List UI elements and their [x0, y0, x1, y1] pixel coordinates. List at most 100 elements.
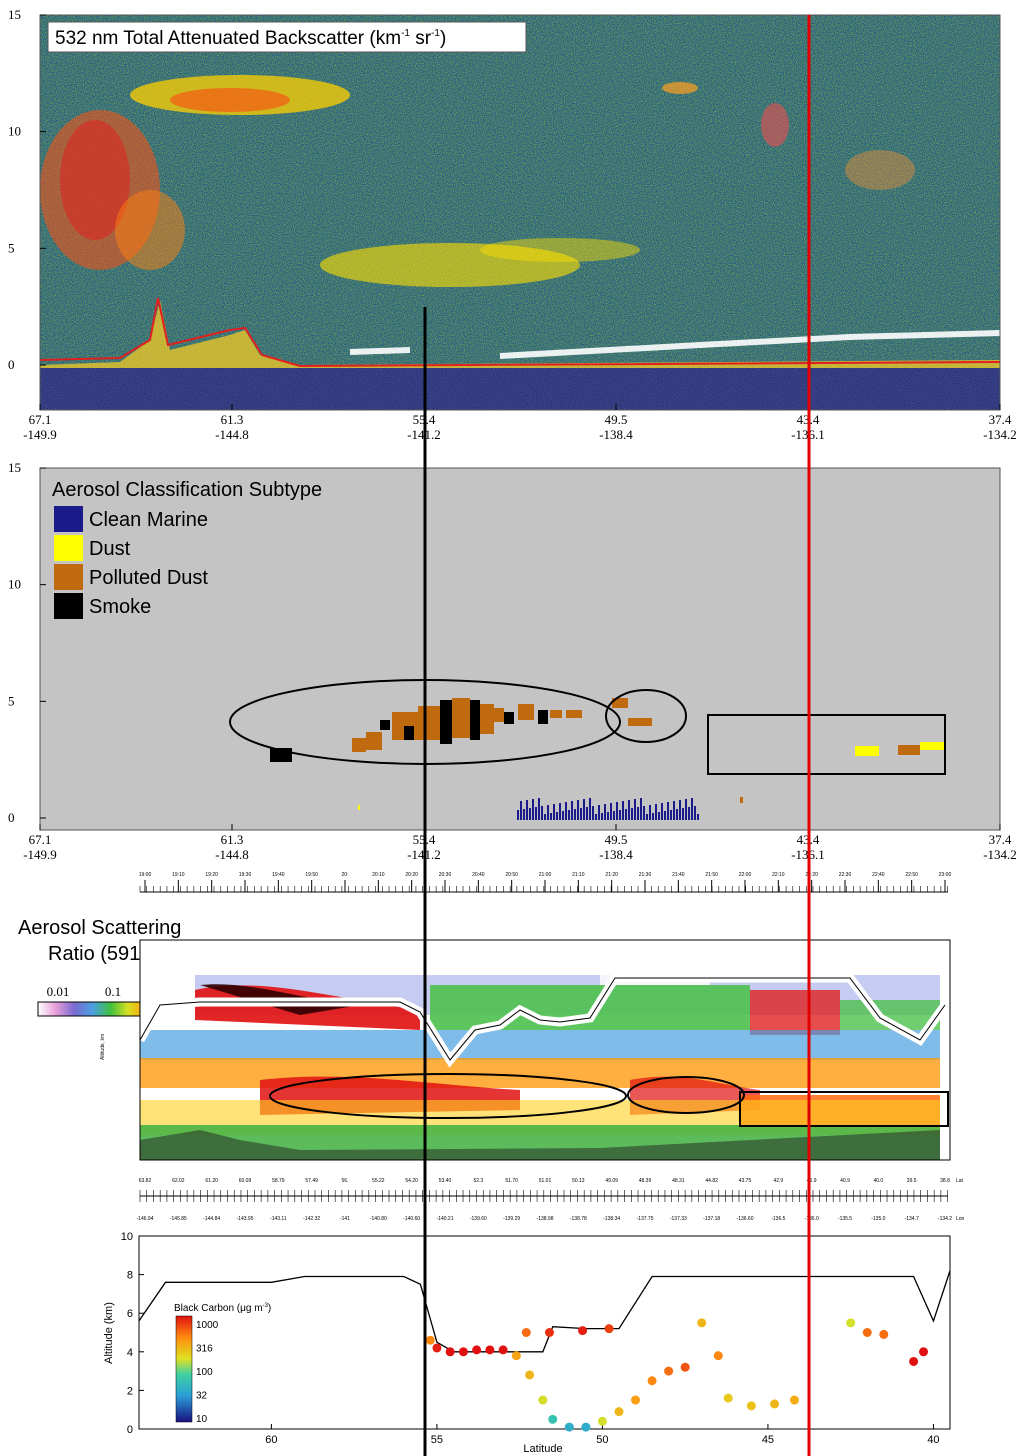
x-tick-lon: -138.4: [599, 847, 633, 862]
asr-ylabel: Altitude, km: [100, 1034, 106, 1060]
bc-y-tick-label: 6: [127, 1308, 133, 1320]
marine-streak: [697, 814, 699, 820]
lon-tick-label: -144.84: [203, 1216, 220, 1222]
lat-tick-label: 39.5: [907, 1178, 917, 1184]
asr-plume-box: [739, 1091, 949, 1127]
bc-point: [631, 1395, 641, 1405]
legend-label: Polluted Dust: [89, 567, 208, 589]
backscatter-y-axis: 0 5 10 15: [8, 7, 46, 372]
bc-point: [548, 1414, 558, 1424]
time-tick-label: 20:30: [439, 872, 452, 878]
marine-streak: [694, 806, 696, 820]
marine-streak: [691, 798, 693, 820]
marine-streak: [682, 808, 684, 820]
lat-tick-label: 43.75: [739, 1178, 752, 1184]
marine-streak: [616, 802, 618, 820]
y-tick-label: 5: [8, 240, 15, 255]
bc-point: [614, 1407, 624, 1417]
asr-plume-ellipse-1: [269, 1073, 627, 1119]
lon-tick-label: -142.32: [303, 1216, 320, 1222]
bc-point: [538, 1395, 548, 1405]
legend-swatch: [54, 593, 83, 619]
time-tick-label: 19:30: [239, 872, 252, 878]
bc-point: [597, 1416, 607, 1426]
time-tick-label: 20:20: [405, 872, 418, 878]
marine-streak: [655, 804, 657, 820]
x-tick-lon: -144.8: [215, 847, 249, 862]
bc-colorbar-tick: 316: [196, 1344, 213, 1355]
marine-streak: [562, 811, 564, 820]
lon-tick-label: -143.11: [270, 1216, 287, 1222]
marine-streak: [565, 802, 567, 820]
time-tick-label: 19:20: [205, 872, 218, 878]
legend-swatch: [54, 506, 83, 532]
marine-streak: [685, 799, 687, 820]
marine-streak: [583, 799, 585, 820]
x-tick-lon: -134.2: [983, 427, 1017, 442]
bc-point: [846, 1318, 856, 1328]
marine-streak: [688, 807, 690, 820]
lon-tick-label: -138.34: [603, 1216, 620, 1222]
marine-streak: [640, 798, 642, 820]
y-tick-label: 10: [8, 124, 21, 139]
backscatter-x-axis: 67.1-149.961.3-144.855.4-141.249.5-138.4…: [23, 404, 1017, 442]
time-tick-label: 20:10: [372, 872, 385, 878]
legend-swatch: [54, 564, 83, 590]
bc-point: [578, 1326, 588, 1336]
marine-streak: [595, 814, 597, 820]
bc-x-tick-label: 45: [762, 1434, 774, 1446]
black-carbon-colorbar: 1000 316 100 32 10: [175, 1315, 219, 1425]
marine-streak: [679, 800, 681, 820]
colorbar-tick: 0.1: [105, 984, 121, 999]
marine-streak: [628, 800, 630, 820]
bc-point: [425, 1335, 435, 1345]
bc-point: [432, 1343, 442, 1353]
lat-tick-label: 40.0: [873, 1178, 883, 1184]
lon-tick-label: -140.60: [403, 1216, 420, 1222]
time-tick-label: 20:40: [472, 872, 485, 878]
time-tick-label: 21:10: [572, 872, 585, 878]
lat-tick-label: 51.01: [539, 1178, 552, 1184]
x-tick-lon: -134.2: [983, 847, 1017, 862]
plume-ellipse-2: [605, 689, 687, 743]
time-tick-label: 19:40: [272, 872, 285, 878]
lat-tick-label: 55.22: [372, 1178, 385, 1184]
bc-colorbar-tick: 10: [196, 1414, 208, 1425]
black-carbon-xlabel: Latitude: [523, 1443, 562, 1455]
x-tick-lat: 67.1: [29, 832, 52, 847]
lon-tick-label: -140.80: [370, 1216, 387, 1222]
time-tick-label: 22:40: [872, 872, 885, 878]
bc-point: [879, 1329, 889, 1339]
bc-point: [581, 1422, 591, 1432]
time-tick-label: 22:50: [905, 872, 918, 878]
time-tick-label: 21:40: [672, 872, 685, 878]
asr-title-line1: Aerosol Scattering: [18, 917, 181, 939]
lat-tick-label: 38.8: [940, 1178, 950, 1184]
bc-point: [647, 1376, 657, 1386]
marine-streak: [670, 810, 672, 820]
marine-streak: [610, 803, 612, 820]
marine-streak: [550, 813, 552, 820]
marine-streak: [619, 810, 621, 820]
lat-tick-label: 51.70: [505, 1178, 518, 1184]
y-tick-label: 10: [8, 577, 21, 592]
lon-tick-label: -138.98: [537, 1216, 554, 1222]
asr-time-axis: 19:00 19:10 19:20 19:30 19:40 19:50 20: 20:10 20…: [139, 872, 951, 893]
lat-tick-label: 49.09: [605, 1178, 618, 1184]
marine-streak: [622, 801, 624, 820]
lon-tick-label: -136.60: [737, 1216, 754, 1222]
marine-streak: [592, 806, 594, 820]
bc-point: [770, 1399, 780, 1409]
x-tick-lat: 49.5: [605, 412, 628, 427]
marine-streak: [634, 799, 636, 820]
marine-streak: [520, 801, 522, 820]
marine-streak: [589, 798, 591, 820]
lon-tick-label: -135.0: [871, 1216, 885, 1222]
marine-streak: [538, 798, 540, 820]
marine-streak: [586, 807, 588, 820]
legend-label: Clean Marine: [89, 509, 208, 531]
time-tick-label: 22:20: [805, 872, 818, 878]
x-tick-lat: 61.3: [221, 832, 244, 847]
x-tick-lon: -149.9: [23, 427, 57, 442]
